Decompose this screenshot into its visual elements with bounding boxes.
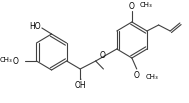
Text: O: O	[129, 2, 135, 11]
Text: HO: HO	[29, 22, 41, 30]
Text: OH: OH	[74, 81, 86, 91]
Text: •: •	[78, 77, 82, 83]
Text: CH₃: CH₃	[0, 57, 13, 63]
Text: O: O	[99, 50, 105, 60]
Text: O: O	[12, 57, 18, 66]
Text: CH₃: CH₃	[146, 74, 158, 80]
Text: O: O	[134, 71, 140, 81]
Text: CH₃: CH₃	[140, 2, 152, 8]
